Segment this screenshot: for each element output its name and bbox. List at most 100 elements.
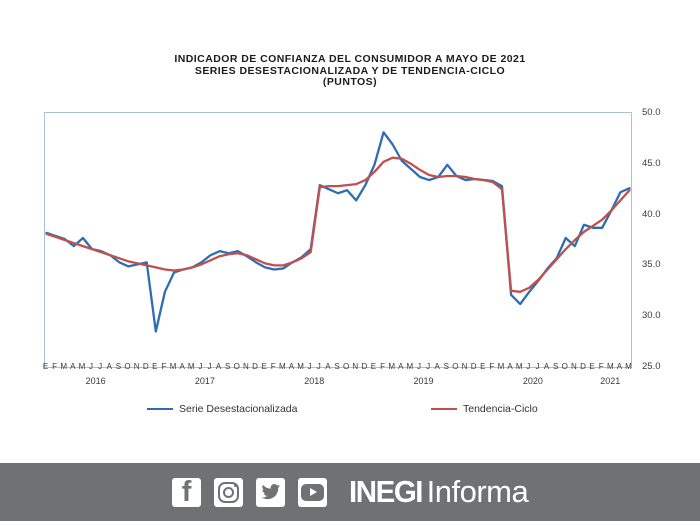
x-tick-month-label: O: [452, 362, 459, 371]
x-tick-month-label: O: [124, 362, 131, 371]
x-tick-month-label: J: [307, 362, 312, 371]
legend-item-serie-desestacionalizada: Serie Desestacionalizada: [147, 401, 297, 417]
legend-item-tendencia-ciclo: Tendencia-Ciclo: [431, 401, 538, 417]
tendencia-ciclo-line: [45, 156, 631, 293]
x-axis-year-label: 2018: [304, 376, 325, 386]
x-tick-month-label: J: [198, 362, 203, 371]
x-tick-month-label: E: [589, 362, 595, 371]
x-tick-month-label: M: [515, 362, 523, 371]
x-axis-year-label: 2017: [194, 376, 215, 386]
x-tick-month-label: A: [434, 362, 440, 371]
inegi-informa-logo: INEGI Informa: [349, 474, 529, 510]
x-tick-month-label: E: [261, 362, 267, 371]
serie-desestacionalizada-swatch: [147, 407, 173, 411]
x-tick-month-label: D: [580, 362, 586, 371]
informa-logo-text: Informa: [426, 474, 529, 509]
x-tick-month-label: A: [179, 362, 185, 371]
x-tick-month-label: A: [398, 362, 404, 371]
legend: Serie Desestacionalizada Tendencia-Ciclo: [0, 401, 700, 417]
x-tick-month-label: M: [297, 362, 304, 371]
x-axis-year-label: 2020: [522, 376, 543, 386]
x-tick-month-label: F: [161, 362, 167, 371]
x-tick-month-label: N: [133, 362, 140, 371]
x-tick-month-label: A: [325, 362, 331, 371]
x-tick-month-label: M: [279, 362, 286, 371]
x-tick-month-label: N: [243, 362, 249, 371]
twitter-icon[interactable]: [255, 477, 285, 507]
y-tick-label: 25.0: [642, 361, 661, 372]
x-tick-month-label: N: [461, 362, 468, 371]
x-tick-month-label: M: [606, 362, 614, 371]
x-tick-month-label: S: [552, 362, 559, 371]
x-tick-month-label: M: [388, 362, 395, 371]
x-tick-month-label: D: [252, 362, 258, 371]
x-tick-month-label: D: [142, 362, 149, 371]
x-tick-month-label: M: [406, 362, 414, 371]
legend-label-serie: Serie Desestacionalizada: [179, 403, 298, 415]
chart-title-line2: SERIES DESESTACIONALIZADA Y DE TENDENCIA…: [194, 64, 506, 77]
y-tick-label: 50.0: [642, 107, 661, 118]
x-tick-month-label: E: [152, 362, 158, 371]
x-tick-month-label: A: [70, 362, 76, 371]
y-tick-label: 30.0: [642, 310, 661, 322]
inegi-logo-text: INEGI: [348, 474, 423, 509]
x-tick-month-label: F: [52, 362, 58, 371]
chart-title: INDICADOR DE CONFIANZA DEL CONSUMIDOR A …: [0, 53, 700, 89]
x-tick-month-label: N: [352, 362, 359, 371]
x-tick-month-label: E: [370, 362, 377, 371]
x-tick-month-label: S: [225, 362, 231, 371]
x-tick-month-label: J: [426, 362, 431, 371]
x-tick-month-label: A: [106, 362, 112, 371]
x-tick-month-label: M: [497, 362, 505, 371]
y-tick-label: 40.0: [642, 208, 661, 220]
x-tick-month-label: J: [316, 362, 321, 371]
x-tick-month-label: D: [361, 362, 368, 371]
x-tick-month-label: M: [625, 362, 632, 371]
x-tick-month-label: S: [115, 362, 122, 371]
x-tick-month-label: M: [60, 362, 68, 371]
serie-desestacionalizada-line: [45, 131, 631, 333]
x-axis-year-label: 2019: [413, 376, 434, 386]
x-tick-month-label: A: [288, 362, 295, 371]
chart-title-line3: (PUNTOS): [322, 76, 378, 88]
footer-content: f INEGI Informa: [0, 463, 700, 521]
youtube-icon[interactable]: [297, 477, 327, 507]
x-tick-month-label: F: [270, 362, 276, 371]
x-tick-month-label: F: [598, 362, 604, 371]
x-tick-month-label: O: [342, 362, 350, 371]
x-tick-month-label: J: [535, 362, 540, 371]
x-tick-month-label: S: [443, 362, 449, 371]
x-tick-month-label: J: [98, 362, 103, 371]
x-tick-month-label: A: [616, 362, 623, 371]
plot-area: [44, 112, 632, 368]
x-axis-year-label: 2021: [600, 376, 621, 386]
x-tick-month-label: O: [233, 362, 240, 371]
x-tick-month-label: D: [470, 362, 477, 371]
x-tick-month-label: S: [334, 362, 340, 371]
x-tick-month-label: M: [169, 362, 177, 371]
x-tick-month-label: O: [561, 362, 568, 371]
facebook-icon[interactable]: f: [171, 477, 201, 507]
tendencia-ciclo-swatch: [431, 407, 457, 411]
line-chart: [45, 131, 631, 333]
instagram-icon[interactable]: [213, 477, 243, 507]
x-tick-month-label: E: [42, 362, 49, 371]
chart-title-line1: INDICADOR DE CONFIANZA DEL CONSUMIDOR A …: [174, 53, 526, 65]
x-tick-month-label: F: [380, 362, 385, 371]
x-tick-month-label: A: [215, 362, 222, 371]
x-tick-month-label: F: [489, 362, 495, 371]
x-tick-month-label: A: [543, 362, 550, 371]
y-tick-label: 35.0: [642, 259, 661, 271]
x-tick-month-label: J: [207, 362, 212, 371]
footer-banner: f INEGI Informa: [0, 463, 700, 521]
x-tick-month-label: J: [89, 362, 94, 371]
x-axis-year-label: 2016: [85, 376, 106, 386]
x-tick-month-label: J: [526, 362, 531, 371]
x-tick-month-label: E: [480, 362, 486, 371]
legend-label-tendencia: Tendencia-Ciclo: [463, 403, 538, 415]
x-tick-month-label: M: [78, 362, 86, 371]
x-tick-month-label: M: [187, 362, 195, 371]
x-tick-month-label: A: [507, 362, 513, 371]
x-tick-month-label: N: [570, 362, 577, 371]
